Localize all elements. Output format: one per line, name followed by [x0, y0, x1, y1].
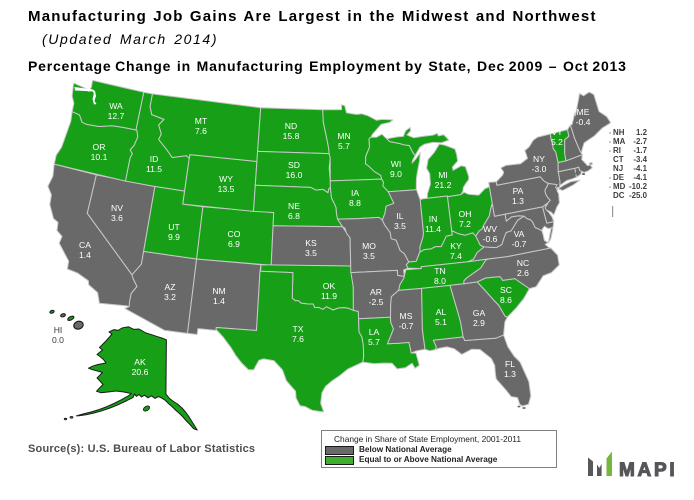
svg-text:3.6: 3.6 — [111, 213, 123, 223]
svg-text:VA: VA — [514, 229, 525, 239]
svg-text:NY: NY — [533, 154, 545, 164]
svg-text:MI: MI — [438, 170, 448, 180]
svg-text:PA: PA — [513, 186, 524, 196]
svg-text:3.5: 3.5 — [394, 221, 406, 231]
svg-text:NV: NV — [111, 203, 123, 213]
svg-text:GA: GA — [473, 308, 486, 318]
svg-text:TX: TX — [293, 324, 304, 334]
svg-text:CO: CO — [228, 229, 241, 239]
svg-text:-0.4: -0.4 — [576, 117, 591, 127]
svg-text:13.5: 13.5 — [218, 184, 235, 194]
svg-text:8.0: 8.0 — [434, 276, 446, 286]
svg-text:-0.6: -0.6 — [483, 234, 498, 244]
svg-text:CA: CA — [79, 240, 91, 250]
svg-text:VT: VT — [552, 127, 564, 137]
svg-text:FL: FL — [505, 359, 515, 369]
svg-text:11.9: 11.9 — [321, 291, 337, 301]
svg-text:AZ: AZ — [165, 282, 176, 292]
svg-text:0.0: 0.0 — [52, 335, 64, 345]
svg-text:WI: WI — [391, 159, 402, 169]
svg-text:2.9: 2.9 — [473, 318, 485, 328]
svg-text:WA: WA — [109, 101, 123, 111]
svg-text:9.9: 9.9 — [168, 232, 180, 242]
svg-text:5.2: 5.2 — [551, 137, 563, 147]
svg-text:SC: SC — [500, 285, 512, 295]
svg-text:-2.5: -2.5 — [369, 297, 384, 307]
svg-text:7.6: 7.6 — [195, 126, 207, 136]
svg-text:ID: ID — [150, 154, 159, 164]
svg-text:TN: TN — [434, 266, 445, 276]
svg-text:3.2: 3.2 — [164, 292, 176, 302]
svg-text:12.7: 12.7 — [108, 111, 125, 121]
svg-text:3.5: 3.5 — [363, 251, 375, 261]
svg-text:7.2: 7.2 — [459, 219, 471, 229]
svg-text:1.4: 1.4 — [79, 250, 91, 260]
svg-text:-0.7: -0.7 — [399, 321, 414, 331]
svg-text:NE: NE — [288, 201, 300, 211]
svg-text:10.1: 10.1 — [91, 152, 108, 162]
svg-text:WV: WV — [483, 224, 497, 234]
svg-text:-3.0: -3.0 — [532, 164, 547, 174]
svg-text:IL: IL — [396, 211, 403, 221]
svg-text:1.4: 1.4 — [213, 296, 225, 306]
svg-text:6.8: 6.8 — [288, 211, 300, 221]
svg-text:7.4: 7.4 — [450, 251, 462, 261]
svg-text:MN: MN — [337, 131, 350, 141]
svg-text:NM: NM — [212, 286, 225, 296]
svg-text:MO: MO — [362, 241, 376, 251]
svg-text:8.6: 8.6 — [500, 295, 512, 305]
svg-text:1.3: 1.3 — [504, 369, 516, 379]
svg-text:OK: OK — [323, 281, 336, 291]
svg-text:MAPI: MAPI — [619, 460, 677, 481]
svg-text:-0.7: -0.7 — [512, 239, 527, 249]
svg-text:SD: SD — [288, 160, 300, 170]
svg-text:ME: ME — [577, 107, 590, 117]
svg-text:1.3: 1.3 — [512, 196, 524, 206]
svg-text:5.1: 5.1 — [435, 317, 447, 327]
svg-text:8.8: 8.8 — [349, 198, 361, 208]
svg-text:11.4: 11.4 — [425, 224, 441, 234]
svg-text:9.0: 9.0 — [390, 169, 402, 179]
svg-text:21.2: 21.2 — [435, 180, 452, 190]
svg-text:7.6: 7.6 — [292, 334, 304, 344]
svg-text:16.0: 16.0 — [286, 170, 303, 180]
svg-text:AK: AK — [134, 357, 146, 367]
svg-text:HI: HI — [54, 325, 63, 335]
svg-text:11.5: 11.5 — [146, 164, 162, 174]
svg-text:KS: KS — [305, 238, 317, 248]
svg-text:3.5: 3.5 — [305, 248, 317, 258]
svg-text:OH: OH — [459, 209, 472, 219]
svg-text:IN: IN — [429, 214, 438, 224]
svg-text:MT: MT — [195, 116, 208, 126]
svg-text:IA: IA — [351, 188, 359, 198]
svg-text:UT: UT — [168, 222, 180, 232]
svg-text:WY: WY — [219, 174, 233, 184]
svg-text:15.8: 15.8 — [283, 131, 300, 141]
svg-text:6.9: 6.9 — [228, 239, 240, 249]
svg-text:5.7: 5.7 — [368, 337, 380, 347]
svg-text:OR: OR — [93, 142, 106, 152]
svg-text:MS: MS — [400, 311, 413, 321]
svg-text:LA: LA — [369, 327, 380, 337]
svg-text:NC: NC — [517, 258, 529, 268]
svg-text:AR: AR — [370, 287, 382, 297]
svg-text:20.6: 20.6 — [132, 367, 149, 377]
svg-text:ND: ND — [285, 121, 297, 131]
svg-text:5.7: 5.7 — [338, 141, 350, 151]
svg-text:2.6: 2.6 — [517, 268, 529, 278]
svg-text:AL: AL — [436, 307, 447, 317]
svg-text:KY: KY — [450, 241, 462, 251]
